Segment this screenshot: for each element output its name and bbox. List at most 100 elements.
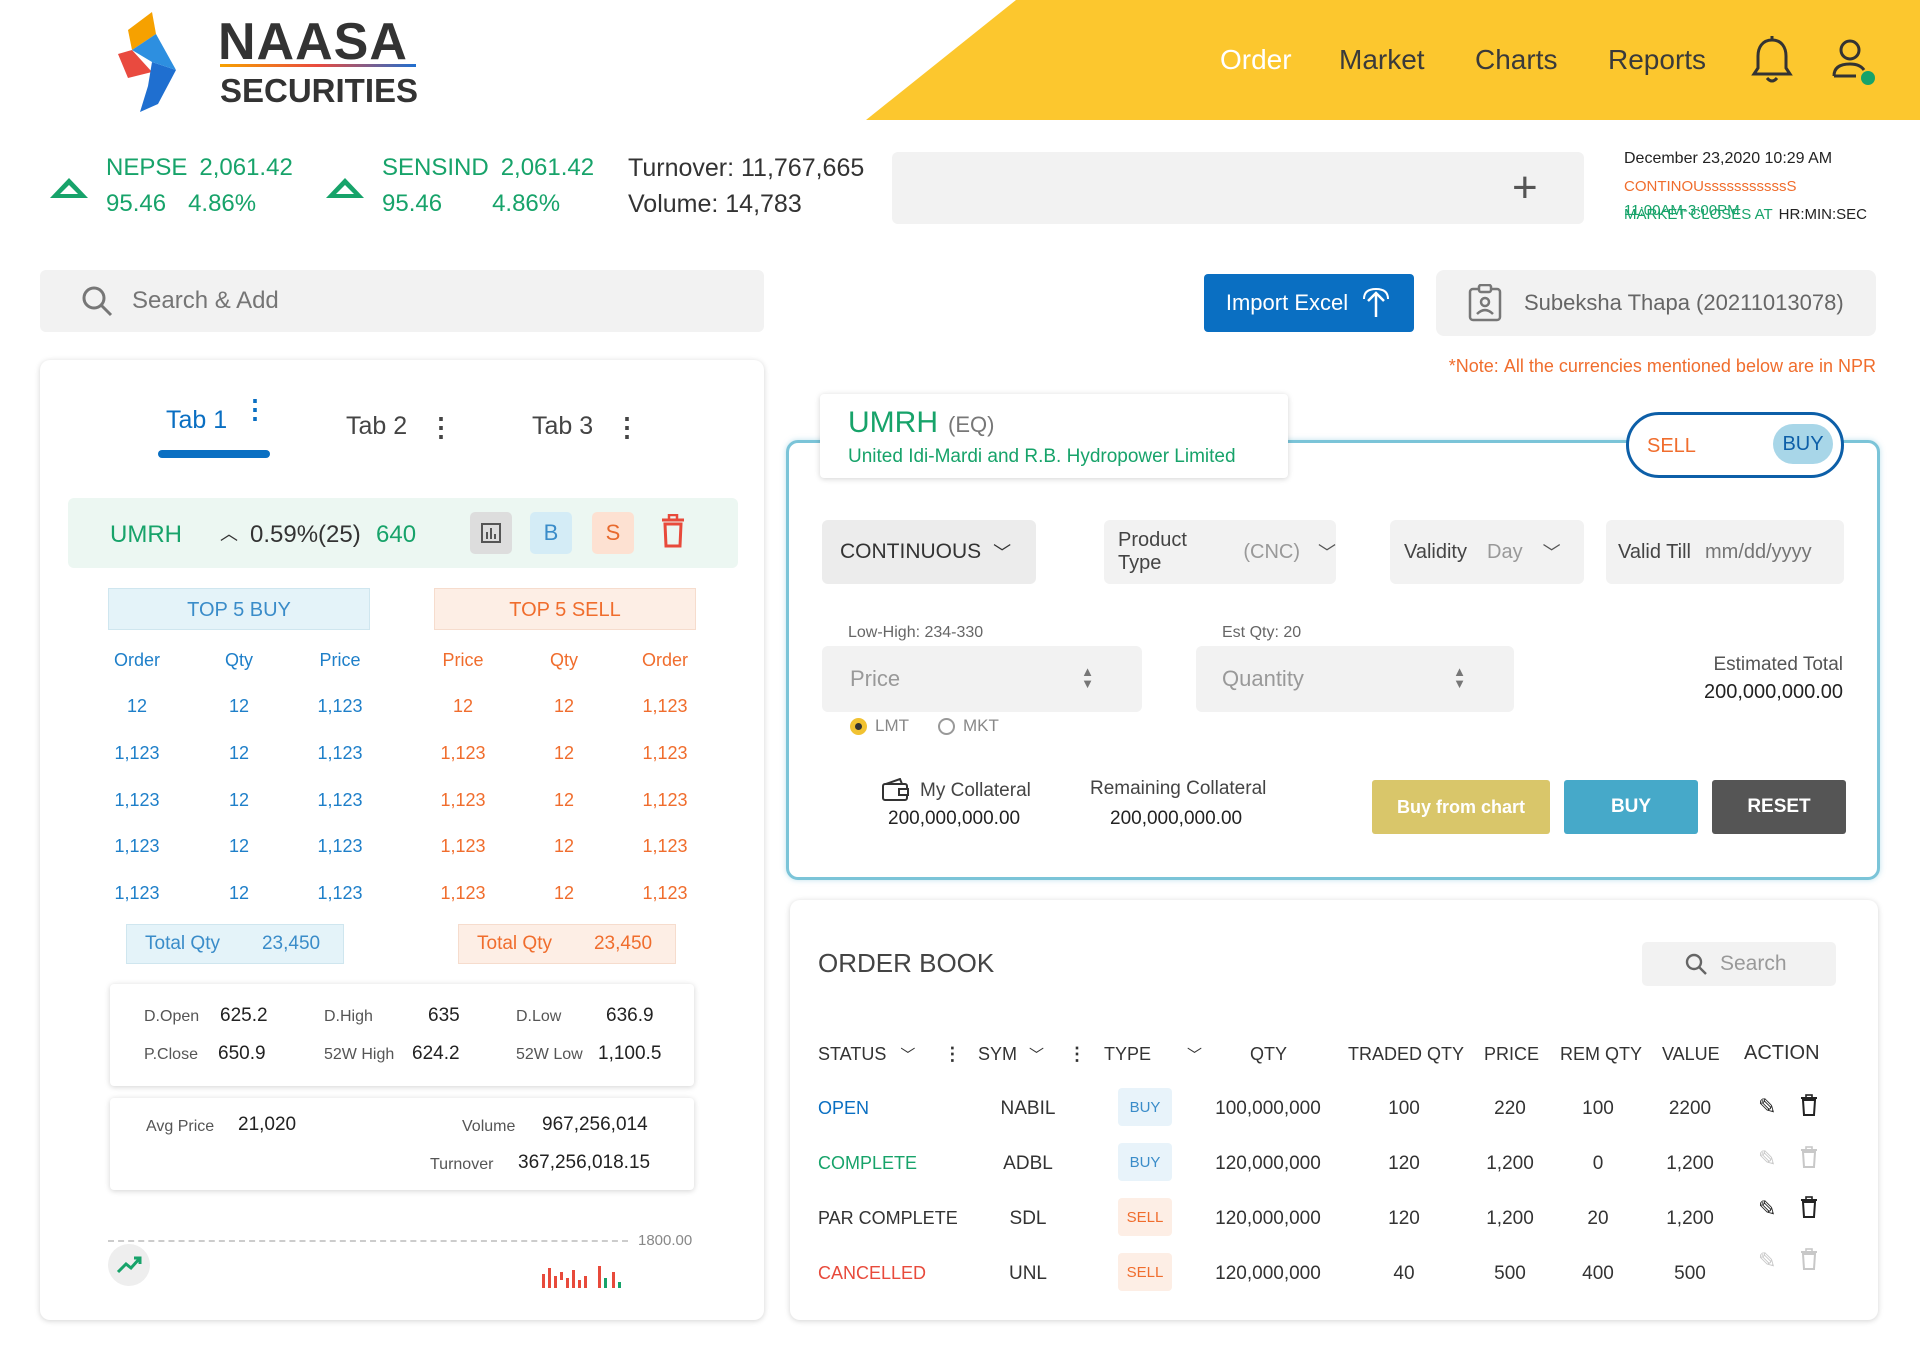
top-buy-total-value: 23,450: [261, 933, 321, 954]
tab-1[interactable]: Tab 1: [166, 406, 227, 435]
nav-charts[interactable]: Charts: [1475, 44, 1558, 75]
top-sell-cell: 1,123: [642, 790, 688, 810]
tab-3-menu-icon[interactable]: ⋮: [614, 412, 640, 442]
sell-option[interactable]: SELL: [1647, 435, 1696, 457]
trash-icon[interactable]: [660, 513, 686, 553]
chevron-down-icon: ﹀: [1318, 543, 1336, 563]
header-status[interactable]: STATUS ﹀ ⋮: [818, 1044, 961, 1065]
delete-icon[interactable]: [1800, 1094, 1818, 1121]
valid-till-field[interactable]: Valid Till: [1606, 520, 1844, 584]
nepse-change-value: 95.46: [106, 190, 167, 217]
stat-avg-label: Avg Price: [146, 1118, 215, 1135]
nepse-value: 2,061.42: [199, 154, 293, 181]
top-sell-header-order: Order: [641, 650, 688, 670]
column-menu-icon[interactable]: ⋮: [1068, 1044, 1087, 1064]
brand-subtitle: SECURITIES: [220, 72, 419, 109]
search-add-box[interactable]: [40, 270, 764, 332]
top-buy-cell: 1,123: [114, 883, 160, 903]
stat-dhigh-value: 635: [428, 1005, 460, 1026]
nepse-ticker: NEPSE 2,061.42: [106, 154, 293, 182]
lmt-radio[interactable]: LMT: [850, 716, 909, 736]
stat-volume-value: 967,256,014: [542, 1114, 648, 1135]
buy-from-chart-button[interactable]: Buy from chart: [1372, 780, 1550, 834]
row-value: 1,200: [1666, 1153, 1714, 1174]
chart-button[interactable]: [470, 512, 512, 554]
quick-sell-button[interactable]: S: [592, 512, 634, 554]
tab-2[interactable]: Tab 2: [346, 412, 407, 441]
row-rem: 0: [1592, 1153, 1604, 1174]
reset-button[interactable]: RESET: [1712, 780, 1846, 834]
quick-buy-button[interactable]: B: [530, 512, 572, 554]
buy-button[interactable]: BUY: [1564, 780, 1698, 834]
stat-dlow-label: D.Low: [516, 1008, 562, 1025]
mini-chart-level-label: 1800.00: [638, 1232, 693, 1249]
search-input[interactable]: [132, 287, 692, 315]
bell-icon[interactable]: [1750, 36, 1794, 84]
currency-note: *Note: All the currencies mentioned belo…: [1449, 356, 1876, 377]
header-qty: QTY: [1250, 1044, 1288, 1064]
edit-icon[interactable]: ✎: [1758, 1196, 1777, 1221]
top-sell-title: TOP 5 SELL: [434, 588, 696, 630]
price-input[interactable]: Price ▲ ▼: [822, 646, 1142, 712]
price-placeholder: Price: [850, 666, 901, 691]
currency-note-prefix: *Note:: [1448, 356, 1499, 376]
header-action: ACTION: [1744, 1042, 1820, 1064]
est-total-value: 200,000,000.00: [1703, 681, 1843, 703]
user-profile-icon[interactable]: [1830, 38, 1876, 86]
tab-3[interactable]: Tab 3: [532, 412, 593, 441]
header-sym[interactable]: SYM ﹀ ⋮: [978, 1044, 1086, 1065]
currency-note-text: All the currencies mentioned below are i…: [1503, 356, 1876, 376]
import-excel-button[interactable]: Import Excel: [1204, 274, 1414, 332]
sensind-change: 95.46 4.86%: [382, 190, 560, 218]
top-buy-cell: 1,123: [317, 743, 363, 763]
buy-sell-toggle[interactable]: SELL BUY: [1626, 412, 1844, 478]
form-company-name: United Idi-Mardi and R.B. Hydropower Lim…: [848, 446, 1236, 467]
row-sym: ADBL: [1003, 1153, 1053, 1174]
stat-52w-low-label: 52W Low: [516, 1046, 583, 1063]
top-sell-total: Total Qty 23,450: [458, 924, 676, 964]
stat-pclose-value: 650.9: [218, 1043, 266, 1064]
top-buy-cell: 1,123: [317, 883, 363, 903]
stepper-icon[interactable]: ▲ ▼: [1081, 664, 1094, 691]
upload-icon: [1363, 287, 1390, 317]
tab-2-label: Tab 2: [346, 412, 408, 440]
top-sell-cell: 1,123: [440, 883, 486, 903]
tab-2-menu-icon[interactable]: ⋮: [428, 412, 454, 442]
tab-1-menu-icon[interactable]: ⋮: [242, 394, 268, 424]
validity-select[interactable]: Validity Day ﹀: [1390, 520, 1584, 584]
market-status: CONTINOUsssssssssssS: [1624, 178, 1797, 195]
valid-till-input[interactable]: [1705, 540, 1829, 564]
nepse-up-icon: [50, 178, 88, 198]
row-sym: UNL: [1008, 1263, 1047, 1284]
header-yellow-band: [866, 0, 1920, 120]
header-type[interactable]: TYPE ﹀: [1104, 1044, 1202, 1065]
nav-market[interactable]: Market: [1339, 44, 1425, 75]
top-sell-cell: 12: [553, 743, 575, 763]
top-sell-cell: 1,123: [642, 836, 688, 856]
nav-reports[interactable]: Reports: [1608, 44, 1707, 75]
stat-dopen-label: D.Open: [144, 1008, 200, 1025]
user-account-box[interactable]: Subeksha Thapa (20211013078): [1436, 270, 1876, 336]
add-ticker-box[interactable]: +: [892, 152, 1584, 224]
stepper-icon[interactable]: ▲ ▼: [1453, 664, 1466, 691]
mkt-radio[interactable]: MKT: [938, 716, 999, 736]
buy-option[interactable]: BUY: [1773, 424, 1833, 464]
trend-chart-button[interactable]: [108, 1244, 150, 1286]
stat-52w-low-value: 1,100.5: [598, 1043, 662, 1064]
remaining-collateral-label: Remaining Collateral: [1090, 778, 1267, 799]
row-price: 500: [1494, 1263, 1526, 1284]
quantity-input[interactable]: Quantity ▲ ▼: [1196, 646, 1514, 712]
order-book-search[interactable]: Search: [1642, 942, 1836, 986]
delete-icon[interactable]: [1800, 1196, 1818, 1223]
plus-icon[interactable]: +: [1512, 163, 1538, 212]
chevron-down-icon: ﹀: [900, 1047, 916, 1064]
session-select[interactable]: CONTINUOUS ﹀: [822, 520, 1036, 584]
logo-mark: [118, 12, 176, 112]
order-book-search-placeholder: Search: [1720, 952, 1787, 975]
top-sell-total-value: 23,450: [593, 933, 653, 954]
column-menu-icon[interactable]: ⋮: [943, 1044, 962, 1064]
product-type-select[interactable]: Product Type (CNC) ﹀: [1104, 520, 1336, 584]
nav-order[interactable]: Order: [1220, 44, 1292, 75]
edit-icon[interactable]: ✎: [1758, 1094, 1777, 1119]
sensind-change-pct: 4.86%: [492, 190, 561, 217]
